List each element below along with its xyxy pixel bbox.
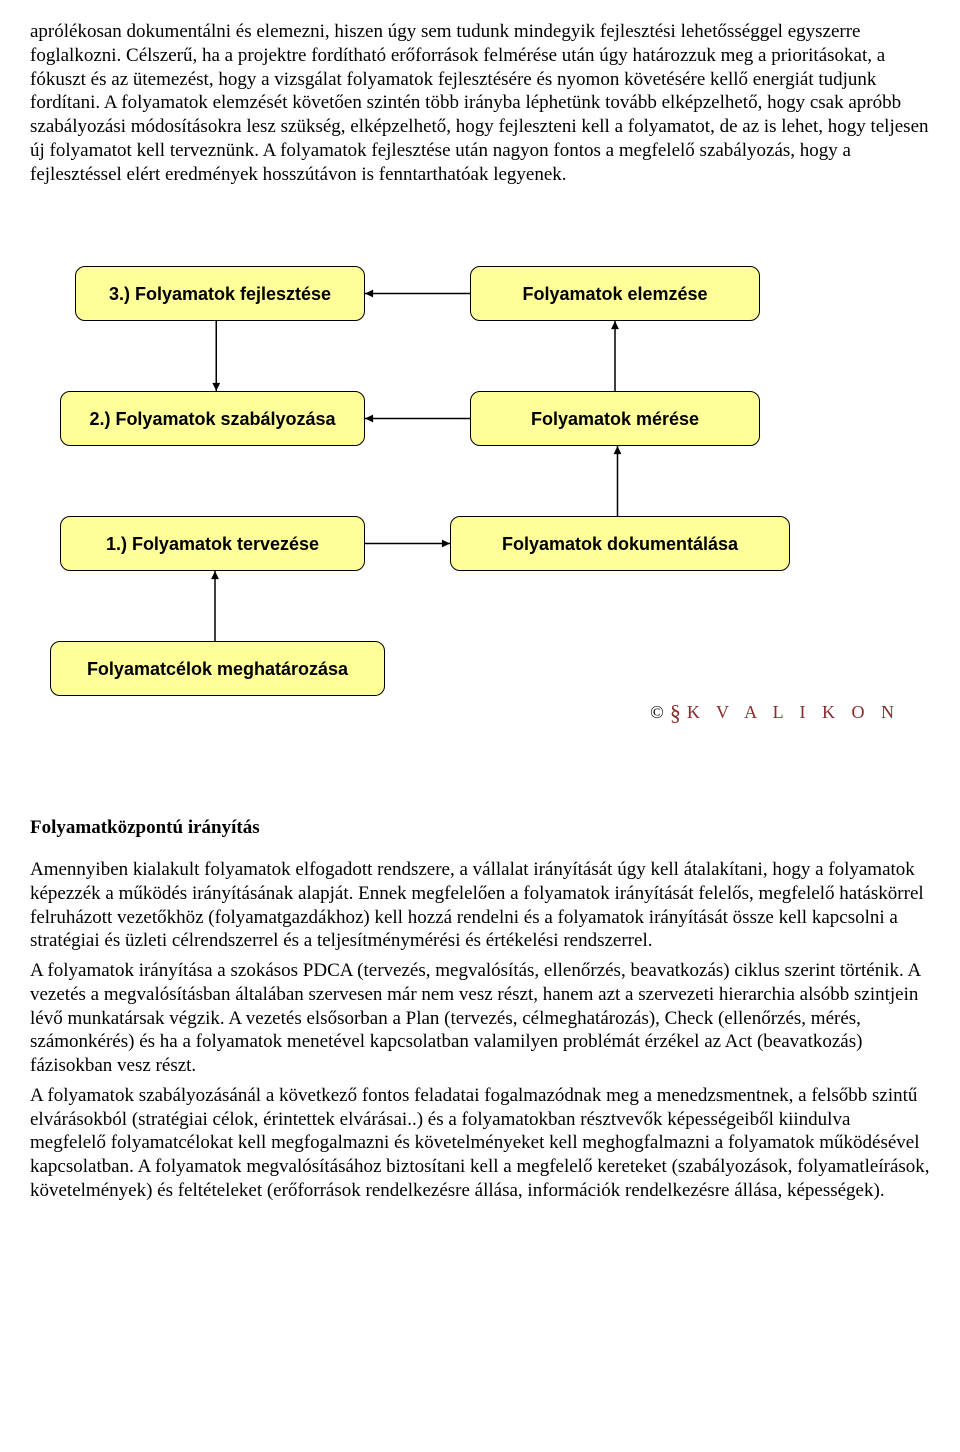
flow-diagram: 3.) Folyamatok fejlesztése Folyamatok ele…: [30, 226, 930, 746]
copyright-icon: ©: [650, 701, 664, 724]
brand-symbol-icon: §: [670, 699, 681, 727]
heading-pdca: Folyamatközpontú irányítás: [30, 816, 930, 840]
flow-node-n4: Folyamatok mérése: [470, 391, 760, 446]
flow-node-n3: 2.) Folyamatok szabályozása: [60, 391, 365, 446]
paragraph-3: A folyamatok irányítása a szokásos PDCA …: [30, 959, 930, 1078]
flow-node-n6: Folyamatok dokumentálása: [450, 516, 790, 571]
flow-node-n2: Folyamatok elemzése: [470, 266, 760, 321]
paragraph-4: A folyamatok szabályozásánál a következő…: [30, 1084, 930, 1203]
flow-node-n1: 3.) Folyamatok fejlesztése: [75, 266, 365, 321]
brand-kvalikon: © § K V A L I K O N: [650, 699, 900, 727]
flow-node-n7: Folyamatcélok meghatározása: [50, 641, 385, 696]
flow-node-n5: 1.) Folyamatok tervezése: [60, 516, 365, 571]
paragraph-1: aprólékosan dokumentálni és elemezni, hi…: [30, 20, 930, 186]
paragraph-2: Amennyiben kialakult folyamatok elfogado…: [30, 858, 930, 953]
brand-name: K V A L I K O N: [687, 701, 900, 724]
